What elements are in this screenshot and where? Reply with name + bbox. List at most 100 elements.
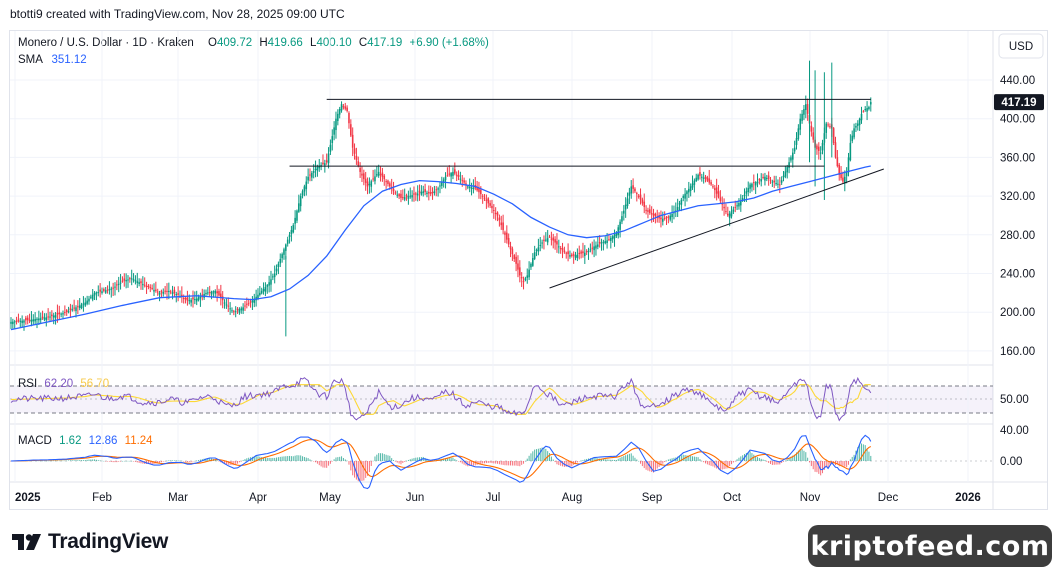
- macd-histogram-bar: [136, 461, 138, 463]
- candle-body: [73, 307, 75, 309]
- candle-body: [190, 299, 192, 303]
- macd-histogram-bar: [354, 461, 356, 478]
- macd-histogram-bar: [303, 456, 305, 461]
- candle-body: [804, 104, 807, 111]
- candle-body: [498, 217, 501, 221]
- macd-histogram-bar: [58, 460, 60, 462]
- macd-histogram-bar: [764, 460, 766, 461]
- macd-histogram-bar: [491, 461, 493, 464]
- macd-histogram-bar: [107, 461, 109, 462]
- candle-body: [467, 186, 469, 188]
- candle-body: [377, 171, 380, 176]
- macd-histogram-bar: [162, 461, 164, 462]
- macd-histogram-bar: [846, 461, 848, 468]
- candle-body: [201, 294, 204, 296]
- macd-histogram-bar: [695, 456, 697, 461]
- macd-histogram-bar: [121, 460, 123, 462]
- macd-histogram-bar: [196, 460, 198, 462]
- macd-histogram-bar: [571, 461, 573, 467]
- legend-symbol: Monero / U.S. Dollar · 1D · Kraken: [18, 37, 194, 49]
- macd-histogram-bar: [404, 461, 406, 462]
- tradingview-logo-icon: [12, 534, 41, 550]
- candle-body: [558, 246, 560, 248]
- macd-histogram-bar: [732, 461, 734, 463]
- macd-histogram-bar: [183, 461, 185, 462]
- candle-body: [285, 244, 287, 251]
- macd-histogram-bar: [515, 461, 517, 466]
- candle-body: [97, 292, 100, 294]
- candle-body: [340, 104, 343, 111]
- candle-body: [437, 188, 439, 190]
- tradingview-logo[interactable]: TradingView: [12, 530, 168, 554]
- trendline[interactable]: [549, 168, 884, 289]
- macd-histogram-bar: [842, 461, 844, 466]
- candle-body: [567, 251, 569, 255]
- candle-body: [160, 290, 163, 293]
- candle-body: [667, 216, 670, 218]
- macd-histogram-bar: [580, 460, 582, 462]
- macd-histogram-bar: [224, 461, 226, 464]
- time-axis-tick: Aug: [562, 492, 582, 504]
- macd-histogram-bar: [81, 460, 83, 461]
- macd-histogram-bar: [773, 461, 775, 465]
- candle-body: [197, 297, 200, 301]
- candle-body: [582, 251, 584, 254]
- macd-histogram-bar: [407, 459, 409, 461]
- candle-body: [158, 292, 161, 295]
- macd-histogram-bar: [253, 456, 255, 461]
- candle-body: [273, 273, 276, 278]
- macd-histogram-bar: [755, 455, 757, 461]
- macd-histogram-bar: [172, 460, 174, 461]
- candle-body: [611, 236, 614, 240]
- candle-body: [69, 308, 72, 311]
- macd-histogram-bar: [238, 461, 240, 463]
- macd-histogram-bar: [783, 461, 785, 462]
- candle-body: [268, 282, 270, 286]
- chart-canvas[interactable]: Monero / U.S. Dollar · 1D · Kraken O409.…: [10, 31, 1047, 509]
- candle-body: [827, 124, 829, 126]
- candle-body: [751, 183, 753, 188]
- rsi-legend-value2: 56.70: [80, 378, 109, 390]
- candle-body: [65, 310, 68, 313]
- candle-body: [259, 292, 261, 296]
- macd-histogram-bar: [829, 461, 831, 465]
- candle-body: [569, 255, 571, 257]
- macd-histogram-bar: [385, 454, 387, 461]
- candle-body: [301, 191, 304, 196]
- candle-body: [765, 177, 768, 179]
- macd-histogram-bar: [615, 460, 617, 461]
- candle-body: [400, 193, 402, 199]
- macd-histogram-bar: [337, 457, 339, 461]
- candle-body: [613, 234, 616, 239]
- macd-histogram-bar: [734, 461, 736, 462]
- candle-body: [418, 190, 421, 193]
- macd-histogram-bar: [604, 459, 606, 461]
- macd-histogram-bar: [565, 461, 567, 467]
- macd-histogram-bar: [240, 461, 242, 462]
- macd-histogram-bar: [333, 459, 335, 461]
- candle-body: [32, 319, 35, 322]
- candle-body: [132, 279, 135, 281]
- macd-histogram-bar: [575, 461, 577, 464]
- macd-histogram-bar: [331, 461, 333, 462]
- macd-histogram-bar: [413, 458, 415, 461]
- macd-histogram-bar: [320, 461, 322, 467]
- macd-histogram-bar: [316, 461, 318, 464]
- macd-histogram-bar: [770, 461, 772, 465]
- macd-legend-value2: 12.86: [89, 435, 118, 447]
- currency-button[interactable]: USD: [998, 33, 1044, 59]
- candle-body: [643, 201, 646, 207]
- candle-body: [257, 294, 259, 299]
- candle-body: [143, 284, 146, 286]
- candle-body: [355, 155, 358, 160]
- macd-histogram-bar: [290, 456, 292, 461]
- candle-body: [307, 176, 309, 181]
- candle-body: [706, 177, 709, 181]
- macd-histogram-bar: [73, 460, 75, 461]
- macd-histogram-bar: [738, 457, 740, 461]
- candle-body: [617, 227, 620, 236]
- macd-histogram-bar: [690, 455, 692, 461]
- candle-body: [364, 178, 367, 183]
- candle-body: [413, 193, 415, 195]
- macd-histogram-bar: [374, 456, 376, 461]
